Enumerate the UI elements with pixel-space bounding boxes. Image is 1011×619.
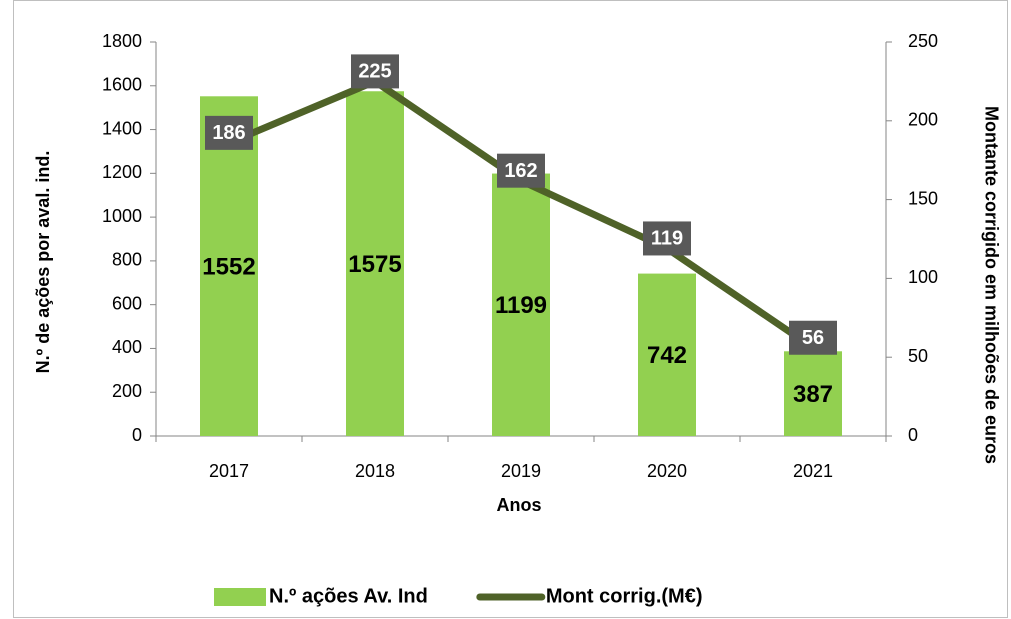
bar [784,351,842,436]
y2-tick-label: 50 [908,346,928,366]
data-label: 742 [647,342,687,369]
data-label: 225 [358,61,391,83]
y-tick-label: 1000 [102,206,142,226]
y2-tick-label: 100 [908,267,938,287]
data-label: 119 [651,228,683,250]
legend-swatch [214,588,266,606]
data-label: 1199 [495,292,547,319]
y-tick-label: 1400 [102,118,142,138]
x-axis-label: Anos [497,495,542,515]
y2-axis-label: Montante corrigido em milhoões de euros [981,106,1001,464]
bar [200,96,258,436]
data-label: 387 [793,381,833,408]
bar [492,173,550,436]
y2-tick-label: 0 [908,425,918,445]
y-tick-label: 1600 [102,75,142,95]
y2-tick-label: 150 [908,188,938,208]
data-label: 186 [212,122,245,144]
legend-label: Mont corrig.(M€) [546,585,703,607]
x-tick-label: 2019 [501,461,541,481]
data-label: 56 [802,327,824,349]
y-tick-label: 400 [112,337,142,357]
bar [346,91,404,436]
data-label-box [789,320,837,355]
data-label: 1575 [348,251,401,278]
y-tick-label: 600 [112,293,142,313]
data-label: 1552 [202,253,255,280]
y-axis-label: N.º de ações por aval. ind. [33,151,53,374]
x-tick-label: 2017 [209,461,249,481]
y-tick-label: 0 [132,425,142,445]
y2-tick-label: 250 [908,31,938,51]
y-tick-label: 800 [112,250,142,270]
y-tick-label: 200 [112,381,142,401]
bar [638,273,696,436]
x-tick-label: 2020 [647,461,687,481]
data-label-box [643,221,691,256]
y-tick-label: 1800 [102,31,142,51]
x-tick-label: 2021 [793,461,833,481]
data-label-box [351,54,399,89]
legend-label: N.º ações Av. Ind [269,585,428,607]
y2-tick-label: 200 [908,110,938,130]
x-tick-label: 2018 [355,461,395,481]
data-label: 162 [504,160,537,182]
data-label-box [205,115,253,150]
y-tick-label: 1200 [102,162,142,182]
data-label-box [497,153,545,188]
